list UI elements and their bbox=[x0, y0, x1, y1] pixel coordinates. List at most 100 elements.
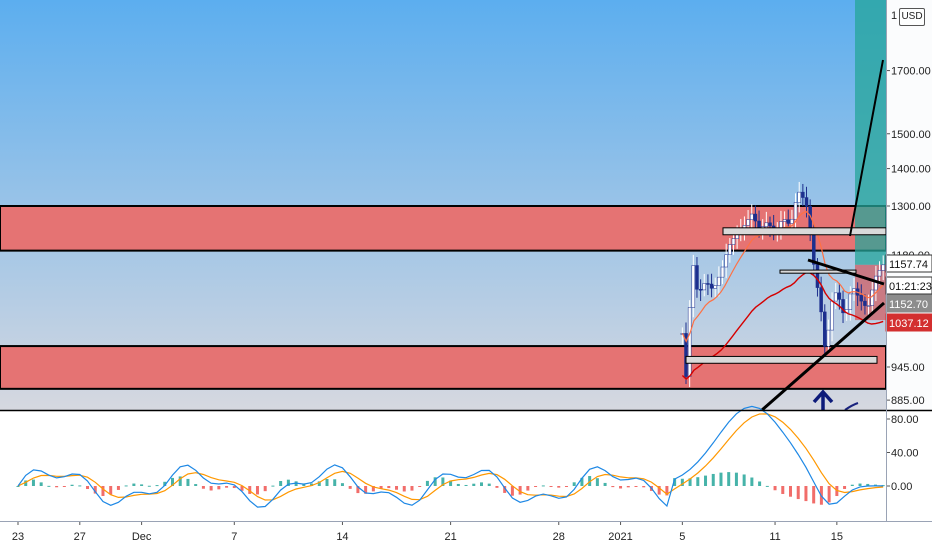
candle bbox=[684, 333, 688, 377]
price-tick-label-top: 1 bbox=[891, 10, 897, 22]
histogram-bar bbox=[402, 486, 406, 492]
lower-demand-zone bbox=[0, 345, 887, 390]
histogram-bar bbox=[541, 485, 545, 487]
date-tick-label: 14 bbox=[336, 531, 348, 543]
histogram-bar bbox=[178, 476, 182, 486]
histogram-bar bbox=[680, 478, 684, 486]
date-tick-label: 7 bbox=[231, 531, 237, 543]
histogram-bar bbox=[418, 486, 422, 487]
candle bbox=[833, 292, 838, 302]
histogram-bar bbox=[472, 483, 476, 486]
histogram-bar bbox=[843, 486, 847, 489]
candle bbox=[691, 265, 696, 308]
histogram-bar bbox=[634, 486, 638, 487]
histogram-bar bbox=[248, 486, 252, 494]
price-tag-label: 01:21:23 bbox=[889, 281, 932, 293]
candle bbox=[717, 276, 721, 286]
histogram-bar bbox=[201, 486, 205, 489]
histogram-bar bbox=[425, 480, 429, 486]
candle bbox=[823, 311, 827, 347]
histogram-bar bbox=[286, 479, 290, 486]
histogram-bar bbox=[781, 486, 785, 494]
histogram-bar bbox=[147, 485, 151, 487]
histogram-bar bbox=[333, 479, 337, 486]
histogram-bar bbox=[480, 482, 483, 486]
candle bbox=[819, 287, 823, 313]
histogram-bar bbox=[464, 484, 468, 486]
histogram-bar bbox=[734, 472, 738, 486]
histogram-bar bbox=[688, 478, 692, 486]
histogram-bar bbox=[619, 486, 623, 489]
histogram-bar bbox=[70, 484, 74, 486]
histogram-bar bbox=[433, 477, 437, 486]
histogram-bar bbox=[62, 486, 66, 487]
osc-tick-label: 40.00 bbox=[891, 448, 919, 460]
projection-line bbox=[849, 59, 884, 237]
curve-marker bbox=[844, 402, 859, 411]
histogram-bar bbox=[340, 483, 344, 486]
price-tick-label: 1300.00 bbox=[891, 201, 931, 213]
osc-tick-label: 0.00 bbox=[891, 481, 912, 493]
histogram-bar bbox=[696, 477, 700, 486]
histogram-bar bbox=[410, 486, 414, 491]
candle bbox=[870, 289, 874, 306]
histogram-bar bbox=[449, 480, 453, 486]
currency-button[interactable]: USD bbox=[899, 8, 925, 26]
histogram-bar bbox=[657, 486, 661, 495]
histogram-bar bbox=[364, 486, 368, 494]
histogram-bar bbox=[673, 478, 677, 486]
date-tick-label: 15 bbox=[831, 531, 843, 543]
histogram-bar bbox=[518, 486, 522, 495]
candle bbox=[720, 266, 725, 278]
ema-slow-line bbox=[681, 271, 884, 380]
date-tick-label: 2021 bbox=[608, 531, 632, 543]
histogram-bar bbox=[348, 486, 352, 489]
histogram-bar bbox=[101, 486, 105, 496]
candle bbox=[713, 285, 717, 289]
histogram-bar bbox=[387, 486, 391, 489]
ascending-trendline bbox=[761, 301, 885, 412]
price-tick-label: 1500.00 bbox=[891, 129, 931, 141]
date-tick-label: 23 bbox=[12, 531, 24, 543]
candle bbox=[848, 293, 853, 310]
date-tick-label: 27 bbox=[74, 531, 86, 543]
candle bbox=[793, 202, 798, 220]
candle bbox=[768, 222, 772, 227]
candle bbox=[863, 300, 867, 306]
candle bbox=[881, 264, 885, 271]
histogram-bar bbox=[124, 485, 128, 487]
candle bbox=[731, 238, 736, 245]
candle bbox=[830, 300, 834, 331]
histogram-bar bbox=[317, 481, 321, 486]
histogram-bar bbox=[564, 486, 568, 487]
candle bbox=[709, 283, 714, 289]
support-rectangle bbox=[685, 355, 878, 364]
histogram-bar bbox=[858, 483, 862, 486]
histogram-bar bbox=[194, 484, 198, 486]
price-tag-label: 1037.12 bbox=[889, 318, 929, 330]
histogram-bar bbox=[611, 486, 615, 488]
price-axis-background bbox=[886, 0, 932, 410]
date-tick-label: Dec bbox=[132, 531, 152, 543]
candle bbox=[702, 283, 707, 291]
histogram-bar bbox=[132, 483, 136, 486]
candle bbox=[706, 283, 710, 285]
histogram-bar bbox=[31, 479, 35, 486]
histogram-bar bbox=[371, 486, 375, 492]
candle bbox=[764, 222, 769, 227]
histogram-bar bbox=[796, 486, 800, 500]
histogram-bar bbox=[572, 482, 576, 486]
histogram-bar bbox=[441, 477, 445, 486]
price-tag-label: 1157.74 bbox=[889, 259, 928, 271]
histogram-bar bbox=[255, 486, 259, 495]
candle bbox=[786, 219, 791, 224]
histogram-bar bbox=[758, 481, 762, 486]
histogram-bar bbox=[827, 486, 831, 503]
histogram-bar bbox=[109, 486, 113, 495]
histogram-bar bbox=[580, 477, 584, 486]
histogram-bar bbox=[789, 486, 792, 497]
candle bbox=[728, 244, 732, 255]
candle bbox=[687, 307, 692, 377]
